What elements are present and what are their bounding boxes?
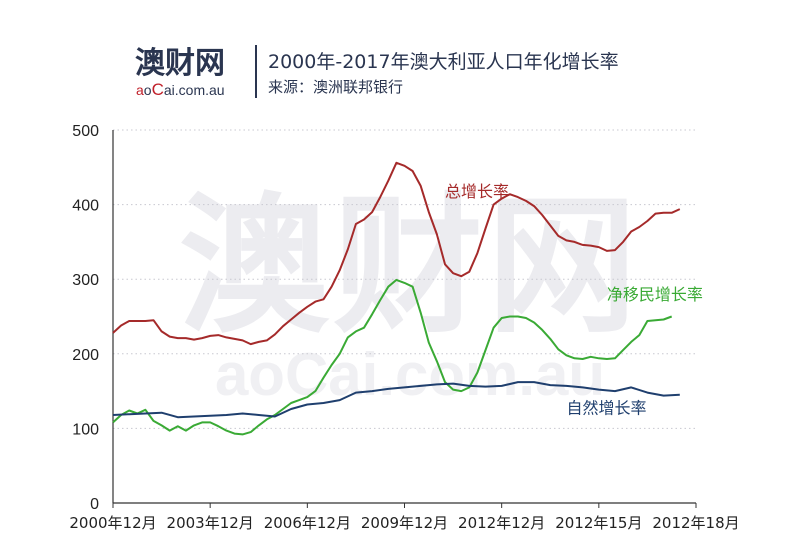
series-label: 净移民增长率: [607, 285, 703, 304]
y-tick-label: 500: [72, 123, 99, 140]
y-tick-label: 400: [72, 198, 99, 215]
series-label: 自然增长率: [566, 398, 646, 417]
series-group: [112, 161, 681, 436]
series-label: 总增长率: [445, 182, 509, 201]
x-tick-label: 2012年15月: [555, 514, 642, 532]
x-tick-label: 2003年12月: [167, 514, 254, 532]
watermark: 澳财网 aoCai.com.au: [179, 180, 641, 408]
series-line-2: [112, 381, 680, 419]
y-tick-label: 200: [72, 347, 99, 364]
chart-title: 2000年-2017年澳大利亚人口年化增长率: [268, 51, 619, 73]
series-line-1: [112, 278, 673, 436]
header: 澳财网 aoCai.com.au 2000年-2017年澳大利亚人口年化增长率 …: [135, 45, 619, 99]
axes: 0 100 200 300 400 500 2000年12月 2003年12月 2006年12月…: [69, 123, 739, 532]
x-tick-label: 2012年12月: [458, 514, 545, 532]
logo-sub-a: a: [136, 82, 144, 98]
watermark-main: 澳财网: [179, 180, 641, 354]
logo-sub-C: C: [152, 80, 164, 99]
x-tick-label: 2009年12月: [361, 514, 448, 532]
y-tick-label: 100: [72, 421, 99, 438]
logo-main: 澳财网: [135, 46, 225, 81]
x-tick-label: 2006年12月: [264, 514, 351, 532]
watermark-sub: aoCai.com.au: [215, 341, 605, 408]
series-line-0: [112, 161, 681, 346]
logo-sub-rest: ai.com.au: [164, 82, 225, 98]
logo-sub-o: o: [144, 82, 152, 98]
y-tick-label: 0: [90, 496, 99, 513]
chart-source: 来源：澳洲联邦银行: [268, 78, 403, 96]
x-tick-label: 2000年12月: [69, 514, 156, 532]
y-tick-label: 300: [72, 272, 99, 289]
logo-sub: aoCai.com.au: [136, 80, 225, 99]
x-tick-label: 2012年18月: [652, 514, 739, 532]
